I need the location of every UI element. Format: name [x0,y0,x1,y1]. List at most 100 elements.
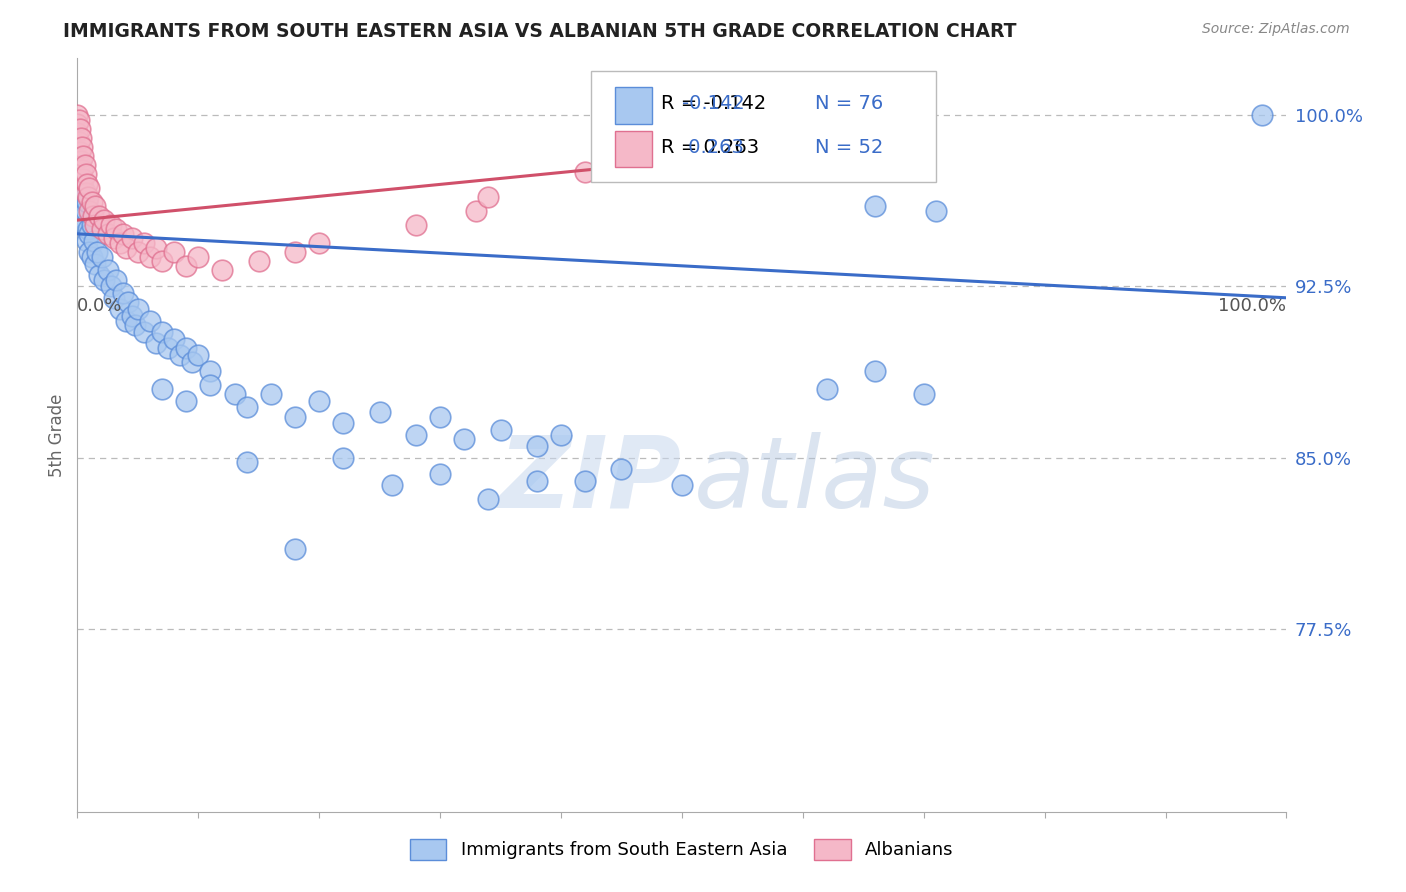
Point [70,204,93,219]
Text: R = -0.142: R = -0.142 [661,95,766,113]
Point [67,199,90,213]
Point [70,140,93,154]
Point [72,149,94,163]
Point [103,291,125,305]
Point [90,222,112,236]
Point [865,364,887,378]
Point [70,153,93,168]
Point [69,145,91,159]
Point [150,254,173,268]
Text: 0.263: 0.263 [682,138,744,157]
Point [93,213,115,227]
Point [610,462,633,476]
Point [671,478,693,492]
Point [87,268,110,282]
Point [127,302,149,317]
Point [132,235,155,250]
Point [70,194,93,209]
Point [139,250,162,264]
Point [66,165,89,179]
Point [150,325,173,339]
Point [284,245,307,260]
Point [174,393,197,408]
Point [83,234,105,248]
Point [187,348,209,362]
Point [429,467,451,481]
Point [121,309,143,323]
Point [181,355,204,369]
Point [124,318,146,333]
Point [429,409,451,424]
Point [79,227,101,241]
Point [108,302,131,317]
Point [235,401,257,415]
Point [381,478,404,492]
Point [550,427,572,442]
Point [72,181,94,195]
Point [139,313,162,327]
Point [105,272,128,286]
Point [75,204,97,219]
Point [77,222,100,236]
Point [73,158,96,172]
Point [235,455,257,469]
Text: IMMIGRANTS FROM SOUTH EASTERN ASIA VS ALBANIAN 5TH GRADE CORRELATION CHART: IMMIGRANTS FROM SOUTH EASTERN ASIA VS AL… [63,22,1017,41]
Point [96,263,118,277]
Text: R = 0.263: R = 0.263 [661,138,759,157]
Point [465,204,488,219]
Point [75,168,97,182]
Point [67,112,90,127]
Point [121,231,143,245]
Point [127,245,149,260]
Point [453,433,475,447]
Point [90,250,112,264]
Point [489,423,512,437]
Point [132,325,155,339]
Text: 100.0%: 100.0% [1219,297,1286,315]
Point [112,227,135,241]
Text: Source: ZipAtlas.com: Source: ZipAtlas.com [1202,22,1350,37]
Point [477,190,499,204]
Point [96,227,118,241]
Point [84,218,107,232]
Legend: Immigrants from South Eastern Asia, Albanians: Immigrants from South Eastern Asia, Alba… [404,831,960,867]
Text: N = 76: N = 76 [815,95,883,113]
Point [72,172,94,186]
Point [169,348,191,362]
Point [145,241,167,255]
Text: -0.142: -0.142 [682,95,745,113]
Point [69,158,91,172]
Point [247,254,270,268]
Point [623,158,645,172]
Y-axis label: 5th Grade: 5th Grade [48,393,66,476]
Point [187,250,209,264]
Point [117,295,139,310]
Point [66,108,89,122]
Point [80,218,103,232]
Point [112,286,135,301]
Point [368,405,391,419]
Text: ZIP: ZIP [499,432,682,529]
Point [308,393,330,408]
Point [67,172,90,186]
Point [100,279,122,293]
Point [69,188,91,202]
Point [912,386,935,401]
Text: 0.0%: 0.0% [77,297,122,315]
Text: atlas: atlas [695,432,935,529]
Point [70,131,93,145]
Point [66,117,89,131]
Point [93,272,115,286]
Point [79,204,101,219]
Point [105,222,128,236]
Point [163,332,186,346]
Point [405,427,427,442]
Text: N = 52: N = 52 [815,138,883,157]
Point [260,386,283,401]
Point [1251,108,1274,122]
Point [865,199,887,213]
Point [224,386,246,401]
Point [82,209,104,223]
Point [174,341,197,355]
Point [114,313,136,327]
